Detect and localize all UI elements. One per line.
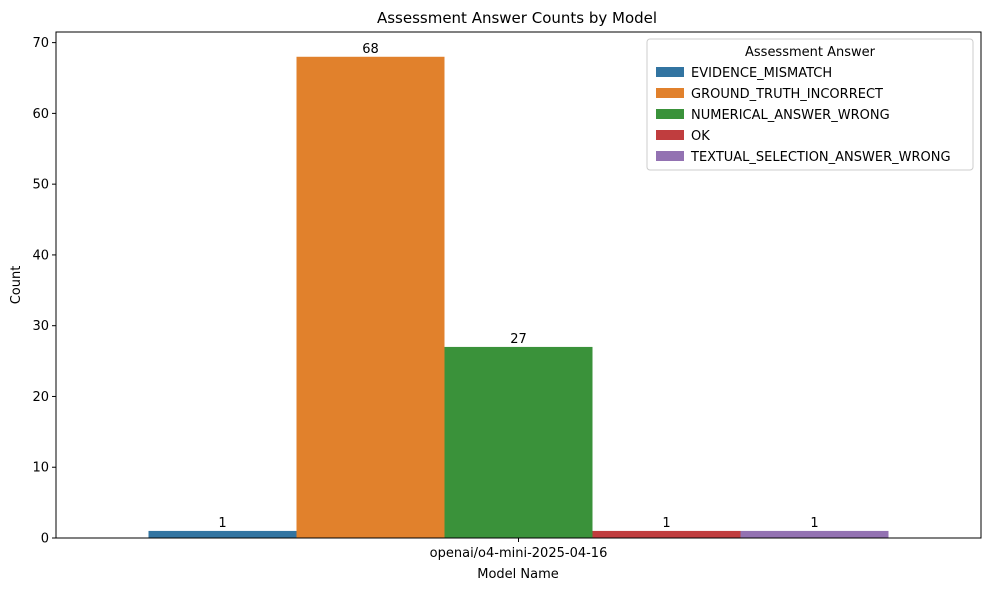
y-tick-label: 30	[32, 319, 49, 334]
bar	[148, 530, 297, 538]
plot-frame	[55, 31, 982, 539]
bars-group: 1 68 27 1 1	[148, 42, 889, 539]
x-axis: openai/o4-mini-2025-04-16	[430, 538, 608, 561]
y-tick-label: 70	[32, 36, 49, 51]
legend-items: EVIDENCE_MISMATCH GROUND_TRUTH_INCORRECT N…	[656, 66, 951, 165]
legend: Assessment Answer EVIDENCE_MISMATCH GROUN…	[646, 38, 974, 171]
y-tick-label: 60	[32, 107, 49, 122]
bar-value-label: 68	[362, 42, 379, 57]
legend-entry-label: TEXTUAL_SELECTION_ANSWER_WRONG	[690, 150, 951, 165]
bar	[592, 530, 741, 538]
legend-swatch	[656, 109, 684, 119]
y-tick-label: 0	[41, 532, 49, 547]
chart-title: Assessment Answer Counts by Model	[377, 9, 657, 27]
y-tick-label: 40	[32, 248, 49, 263]
bar	[296, 56, 445, 539]
y-tick-label: 20	[32, 390, 49, 405]
legend-frame	[646, 38, 974, 171]
bar	[740, 530, 889, 538]
bar-value-label: 1	[218, 516, 226, 531]
bar-value-label: 27	[510, 332, 527, 347]
y-tick-label: 50	[32, 178, 49, 193]
legend-swatch	[656, 88, 684, 98]
legend-swatch	[656, 130, 684, 140]
legend-entry-label: NUMERICAL_ANSWER_WRONG	[691, 108, 890, 123]
y-axis: 0 10 20 30 40 50 60 70	[32, 36, 56, 547]
legend-entry-label: EVIDENCE_MISMATCH	[691, 66, 832, 81]
x-tick-label: openai/o4-mini-2025-04-16	[430, 546, 608, 561]
legend-title: Assessment Answer	[745, 45, 876, 60]
bar-value-label: 1	[662, 516, 670, 531]
legend-swatch	[656, 151, 684, 161]
legend-entry-label: OK	[691, 129, 710, 144]
legend-swatch	[656, 67, 684, 77]
bar-value-label: 1	[810, 516, 818, 531]
bar	[444, 346, 593, 538]
x-axis-label: Model Name	[477, 567, 559, 582]
y-axis-label: Count	[9, 266, 24, 305]
legend-entry-label: GROUND_TRUTH_INCORRECT	[691, 87, 883, 102]
y-tick-label: 10	[32, 461, 49, 476]
